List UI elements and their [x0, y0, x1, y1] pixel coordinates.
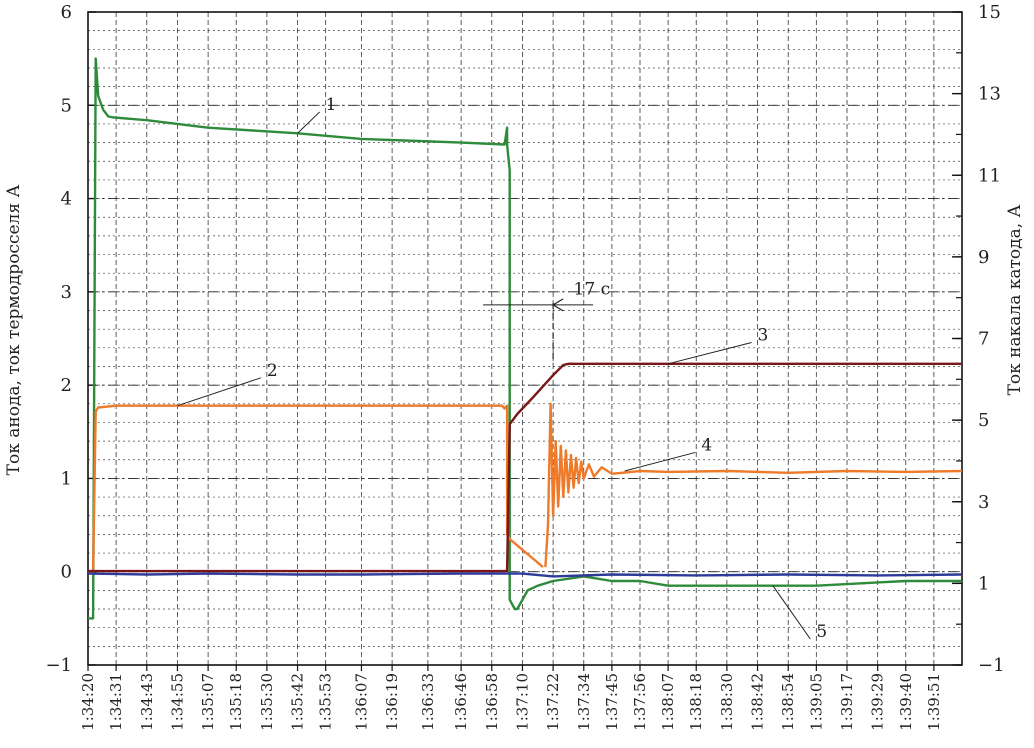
x-tick-label: 1:35:18 [227, 673, 245, 731]
x-tick-label: 1:34:31 [107, 673, 125, 731]
y2-tick-label: 11 [978, 165, 1001, 186]
series-line-5 [87, 572, 963, 578]
y2-tick-label: 9 [978, 247, 989, 268]
x-tick-label: 1:38:54 [779, 673, 797, 731]
x-tick-label: 1:36:33 [419, 673, 437, 731]
y2-axis-title: Ток накала катода, А [1005, 204, 1025, 395]
annotation-label: 4 [701, 435, 712, 455]
x-tick-label: 1:39:40 [897, 673, 915, 731]
y2-tick-label: 1 [978, 573, 989, 594]
y-tick-label: 6 [61, 2, 72, 23]
x-tick-label: 1:35:07 [199, 673, 217, 731]
x-tick-label: 1:35:53 [317, 673, 335, 731]
series-line-1 [88, 57, 962, 620]
annotation-leader [177, 377, 262, 407]
annotation-label: 3 [758, 326, 769, 346]
x-tick-label: 1:36:07 [352, 673, 370, 731]
y2-tick-label: 7 [978, 329, 989, 350]
y-tick-label: 4 [61, 189, 72, 210]
annotation-leader [667, 342, 752, 365]
y2-tick-label: 5 [978, 410, 989, 431]
x-tick-label: 1:36:58 [483, 673, 501, 731]
y2-tick-label: −1 [978, 655, 1005, 676]
x-tick-label: 1:37:10 [513, 673, 531, 731]
annotation-leader [772, 585, 811, 640]
annotation-label: 5 [816, 622, 827, 642]
y2-tick-label: 3 [978, 492, 989, 513]
annotation-label: 2 [267, 361, 278, 381]
y-tick-label: 5 [61, 95, 72, 116]
x-tick-label: 1:39:17 [838, 673, 856, 731]
x-tick-label: 1:36:46 [452, 673, 470, 731]
annotations: 1 2 3 4 5 17 с [177, 95, 827, 642]
x-tick-label: 1:38:18 [687, 673, 705, 731]
y-tick-label: −1 [45, 655, 72, 676]
x-tick-label: 1:35:30 [258, 673, 276, 731]
x-tick-label: 1:38:42 [749, 673, 767, 731]
y-tick-label: 1 [61, 468, 72, 489]
x-tick-label: 1:37:45 [603, 673, 621, 731]
y-axis-title: Ток анода, ток термодросселя А [4, 185, 24, 476]
x-tick-label: 1:39:51 [925, 673, 943, 731]
y2-tick-label: 15 [978, 2, 1001, 23]
x-tick-label: 1:37:34 [575, 673, 593, 731]
annotation-label: 17 с [574, 280, 611, 300]
x-tick-label: 1:39:29 [869, 673, 887, 731]
span-marker-arrow [551, 298, 564, 312]
x-tick-label: 1:38:30 [718, 673, 736, 731]
annotation-leader [297, 111, 321, 134]
series-group [87, 57, 963, 620]
x-tick-label: 1:37:22 [544, 673, 562, 731]
x-tick-label: 1:34:55 [168, 673, 186, 731]
annotation-leader [624, 451, 696, 472]
y2-tick-label: 13 [978, 84, 1001, 105]
x-tick-label: 1:38:07 [659, 673, 677, 731]
x-tick-label: 1:34:20 [79, 673, 97, 731]
y-tick-label: 0 [61, 562, 72, 583]
x-tick-label: 1:35:42 [289, 673, 307, 731]
y-tick-label: 3 [61, 282, 72, 303]
x-tick-label: 1:36:19 [383, 673, 401, 731]
series-line-2 [88, 404, 544, 573]
annotation-label: 1 [326, 95, 337, 115]
grid [87, 11, 962, 666]
plot-frame [87, 11, 963, 666]
y-tick-label: 2 [61, 375, 72, 396]
x-tick-label: 1:34:43 [138, 673, 156, 731]
x-tick-label: 1:39:05 [807, 673, 825, 731]
series-line-4 [544, 402, 963, 568]
x-tick-label: 1:37:56 [631, 673, 649, 731]
series-line-3 [88, 362, 962, 573]
